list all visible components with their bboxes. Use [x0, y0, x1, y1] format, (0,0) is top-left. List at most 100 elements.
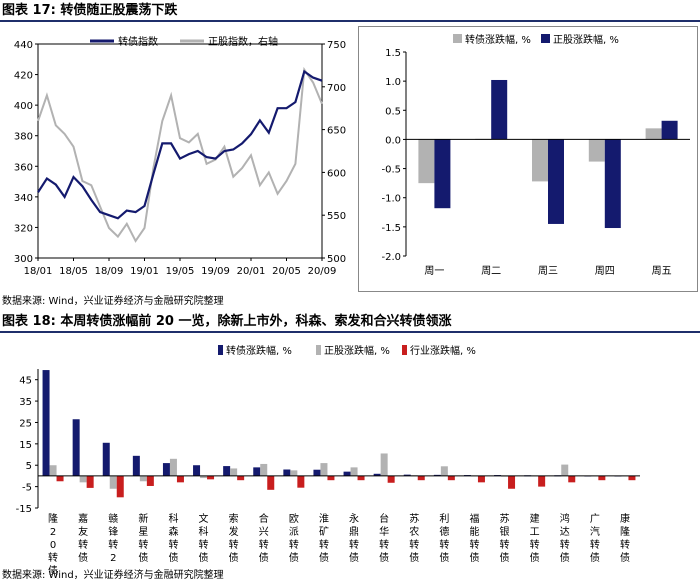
y-left-tick-label: 420	[14, 71, 33, 82]
bar-industry-change	[237, 475, 245, 481]
x-category-label: 周五	[652, 265, 672, 277]
legend-stock-label: 正股涨跌幅, %	[553, 33, 619, 46]
bar-cb-change	[223, 466, 231, 476]
x-category-label: 赣锋转 2	[108, 512, 118, 564]
bar-cb-change	[132, 455, 140, 476]
bar-industry-change	[357, 475, 365, 481]
x-category-label: 周一	[424, 265, 444, 277]
y-right-tick-label: 700	[327, 83, 346, 94]
y-left-tick-label: 400	[14, 101, 33, 112]
figure18-source: 数据来源: Wind，兴业证券经济与金融研究院整理	[2, 570, 224, 581]
legend-cb-label: 转债指数	[118, 35, 158, 48]
x-category-label: 周二	[481, 265, 501, 277]
bar-stock-change	[169, 458, 177, 476]
bar-stock-change	[440, 466, 448, 476]
plot-area	[37, 43, 323, 259]
bar-industry-change	[387, 475, 395, 483]
bar-stock-change	[434, 139, 451, 209]
x-category-label: 台华转债	[379, 512, 389, 564]
x-tick-label: 18/01	[24, 266, 53, 277]
legend-label: 行业涨跌幅, %	[410, 344, 476, 357]
bar-cb-change	[193, 465, 201, 476]
x-category-label: 利德转债	[439, 513, 449, 564]
figure18-title: 图表 18: 本周转债涨幅前 20 一览，除新上市外，科森、索发和合兴转债领涨	[0, 311, 700, 333]
bar-cb-change	[283, 469, 291, 476]
x-tick-label: 19/09	[201, 266, 230, 277]
y-tick-label: -15	[16, 504, 32, 515]
bar-stock-change	[604, 139, 621, 229]
y-right-tick-label: 500	[327, 254, 346, 265]
x-category-label: 苏农转债	[409, 512, 419, 564]
bar-industry-change	[477, 475, 485, 483]
bar-stock-change	[350, 467, 358, 476]
bar-industry-change	[116, 475, 124, 498]
bar-industry-change	[508, 475, 516, 489]
legend-cb-label: 转债涨跌幅, %	[465, 33, 531, 46]
bar-cb-change	[42, 370, 50, 476]
bar-industry-change	[146, 475, 154, 486]
bar-industry-change	[598, 475, 606, 481]
y-tick-label: -1.0	[381, 194, 401, 205]
bar-cb-change	[162, 463, 170, 476]
bar-stock-change	[661, 120, 678, 140]
figure17-title: 图表 17: 转债随正股震荡下跌	[0, 0, 700, 22]
bar-stock-change	[260, 463, 268, 476]
series-stock-index-line	[37, 66, 323, 243]
x-category-label: 周三	[538, 265, 558, 277]
x-category-label: 建工转债	[530, 512, 540, 564]
x-category-label: 广汽转债	[590, 513, 600, 564]
bar-industry-change	[628, 475, 636, 481]
bar-stock-change	[230, 468, 238, 476]
y-left-tick-label: 320	[14, 223, 33, 234]
x-tick-label: 20/01	[237, 266, 266, 277]
x-category-label: 嘉友转债	[78, 512, 88, 564]
y-left-tick-label: 440	[14, 40, 33, 51]
x-category-label: 文科转债	[199, 512, 209, 564]
y-left-tick-label: 360	[14, 162, 33, 173]
top20-bar-chart: -15 -5 5 15 25 35 45 隆 2 0 转债 嘉友转债 赣锋转 2 新星转债 科森转债 文科转债 索…	[16, 344, 640, 577]
weekly-change-bar-chart: -2.0 -1.5 -1.0 -0.5 0.0 0.5 1.0 1.5 周一 周二 周三 周四 周五 转债…	[381, 33, 690, 277]
x-tick-label: 19/05	[166, 266, 195, 277]
bar-industry-change	[327, 475, 335, 481]
y-tick-label: 0.5	[385, 106, 401, 117]
weekly-bar-chart-frame	[358, 26, 698, 292]
bar-industry-change	[568, 475, 576, 483]
y-tick-label: -5	[22, 483, 32, 494]
bar-stock-change	[79, 475, 87, 483]
bar-industry-change	[86, 475, 94, 488]
x-tick-label: 20/09	[308, 266, 337, 277]
y-tick-label: 35	[19, 397, 32, 408]
x-category-label: 隆 2 0 转债	[48, 512, 58, 577]
figure17-source: 数据来源: Wind，兴业证券经济与金融研究院整理	[2, 296, 224, 307]
bar-industry-change	[176, 475, 184, 483]
bar-cb-change	[373, 473, 381, 476]
legend-swatch	[402, 345, 407, 355]
x-category-label: 欧派转债	[289, 513, 299, 564]
x-category-label: 索发转债	[229, 512, 239, 564]
legend-stock-swatch	[541, 34, 550, 43]
bar-cb-change	[645, 128, 662, 140]
bar-cb-change	[72, 419, 80, 476]
legend-swatch	[218, 345, 223, 355]
legend-swatch	[316, 345, 321, 355]
bar-stock-change	[380, 453, 388, 476]
y-tick-label: -2.0	[381, 252, 401, 263]
x-category-label: 鸿达转债	[560, 512, 570, 564]
y-left-tick-label: 380	[14, 132, 33, 143]
bar-cb-change	[343, 471, 351, 476]
bar-stock-change	[290, 470, 298, 476]
y-left-tick-label: 300	[14, 254, 33, 265]
x-tick-label: 18/09	[95, 266, 124, 277]
x-category-label: 周四	[595, 265, 615, 277]
bar-cb-change	[253, 467, 261, 476]
legend-label: 正股涨跌幅, %	[324, 344, 390, 357]
index-line-chart: 300 320 340 360 380 400 420 440 500 550 600 650 700 7…	[14, 35, 346, 277]
bar-industry-change	[297, 475, 305, 488]
y-tick-label: 25	[19, 418, 32, 429]
legend-cb-swatch	[453, 34, 462, 43]
bar-cb-change	[418, 139, 435, 184]
bar-cb-change	[588, 139, 605, 162]
bar-cb-change	[433, 474, 441, 476]
legend-stock-label: 正股指数，右轴	[208, 35, 278, 48]
x-category-label: 新星转债	[138, 512, 148, 564]
